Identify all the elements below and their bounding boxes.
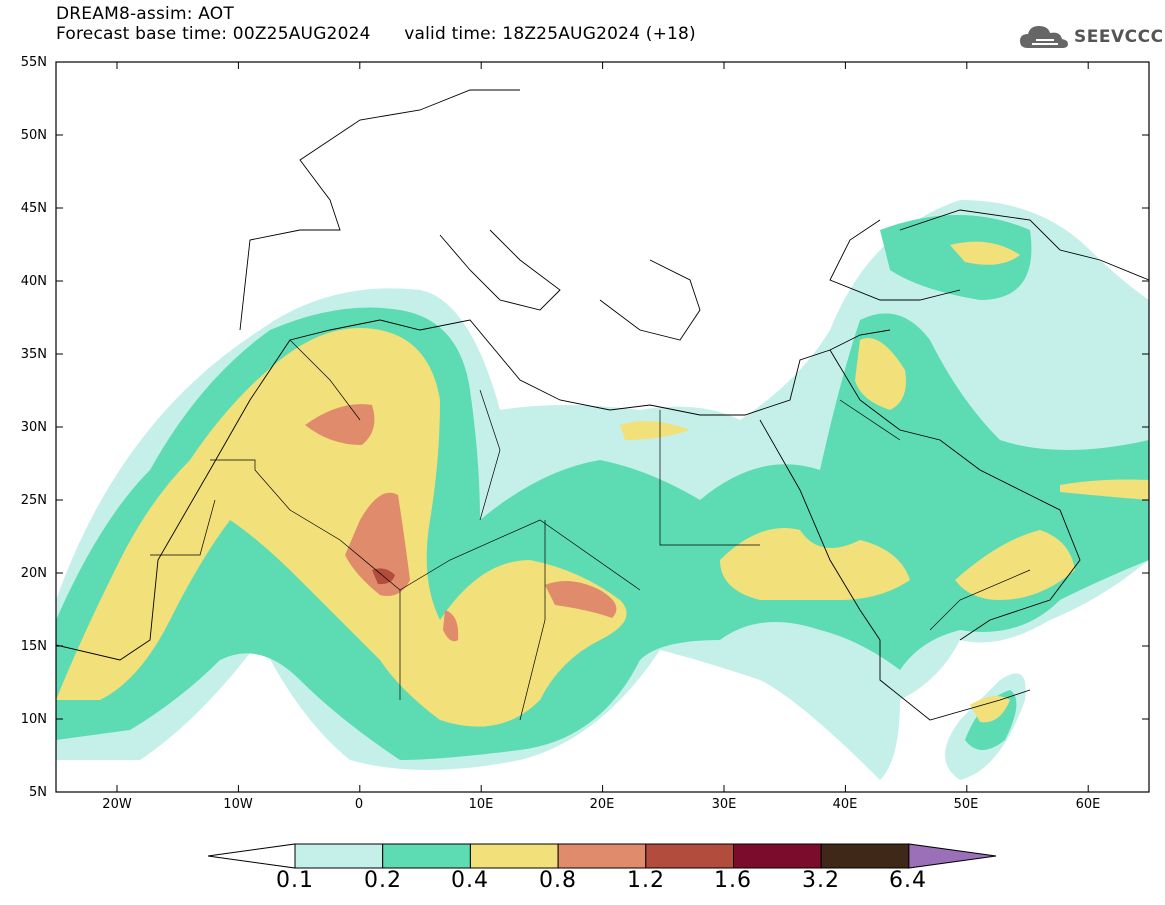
cloud-icon xyxy=(1020,26,1068,48)
legend-box xyxy=(733,843,822,869)
legend-label-6.4: 6.4 xyxy=(889,868,927,893)
valid-time: valid time: 18Z25AUG2024 (+18) xyxy=(404,24,696,44)
country-borders xyxy=(150,339,1031,721)
legend-label-3.2: 3.2 xyxy=(802,868,840,893)
lon-label-0: 0 xyxy=(354,797,364,812)
legend-box xyxy=(469,843,559,869)
logo-text: SEEVCCC xyxy=(1074,27,1164,47)
legend-label-0.4: 0.4 xyxy=(451,868,489,893)
coastlines xyxy=(56,89,1149,721)
aot-level-0.4 xyxy=(56,241,1149,727)
legend-label-1.6: 1.6 xyxy=(714,868,752,893)
legend-label-0.2: 0.2 xyxy=(364,868,402,893)
lon-label-40e: 40E xyxy=(832,797,858,812)
legend-label-0.8: 0.8 xyxy=(539,868,577,893)
base-time: Forecast base time: 00Z25AUG2024 xyxy=(56,24,371,44)
legend-box xyxy=(645,843,734,869)
lat-label-55n: 55N xyxy=(20,55,47,70)
lat-label-45n: 45N xyxy=(20,201,47,216)
axis-ticks xyxy=(56,61,1149,793)
legend-label-0.1: 0.1 xyxy=(276,868,314,893)
chart-title-block: DREAM8-assim: AOT Forecast base time: 00… xyxy=(56,4,696,44)
lon-label-20e: 20E xyxy=(589,797,615,812)
legend-arrow-low xyxy=(207,843,296,869)
lat-label-30n: 30N xyxy=(20,420,47,435)
legend-box xyxy=(820,843,910,869)
model-title: DREAM8-assim: AOT xyxy=(56,4,234,24)
lon-label-60e: 60E xyxy=(1075,797,1101,812)
map-fields xyxy=(56,62,1149,792)
lat-label-20n: 20N xyxy=(20,566,47,581)
legend-boxes xyxy=(207,843,997,869)
legend-arrow-high xyxy=(908,843,997,869)
lat-label-25n: 25N xyxy=(20,493,47,508)
seevccc-logo: SEEVCCC xyxy=(1018,22,1164,52)
lat-label-35n: 35N xyxy=(20,347,47,362)
lon-label-10w: 10W xyxy=(223,797,253,812)
lat-label-15n: 15N xyxy=(20,639,47,654)
lat-label-50n: 50N xyxy=(20,128,47,143)
lat-label-5n: 5N xyxy=(29,785,47,800)
legend-box xyxy=(557,843,647,869)
aot-level-0.8 xyxy=(305,404,617,642)
legend-box xyxy=(382,843,471,869)
legend-box xyxy=(294,843,384,869)
lat-label-40n: 40N xyxy=(20,274,47,289)
time-line: Forecast base time: 00Z25AUG2024 valid t… xyxy=(56,24,696,44)
lat-label-10n: 10N xyxy=(20,712,47,727)
lon-label-50e: 50E xyxy=(953,797,979,812)
lon-label-20w: 20W xyxy=(102,797,132,812)
lon-label-10e: 10E xyxy=(468,797,494,812)
legend-label-1.2: 1.2 xyxy=(627,868,665,893)
lon-label-30e: 30E xyxy=(711,797,737,812)
